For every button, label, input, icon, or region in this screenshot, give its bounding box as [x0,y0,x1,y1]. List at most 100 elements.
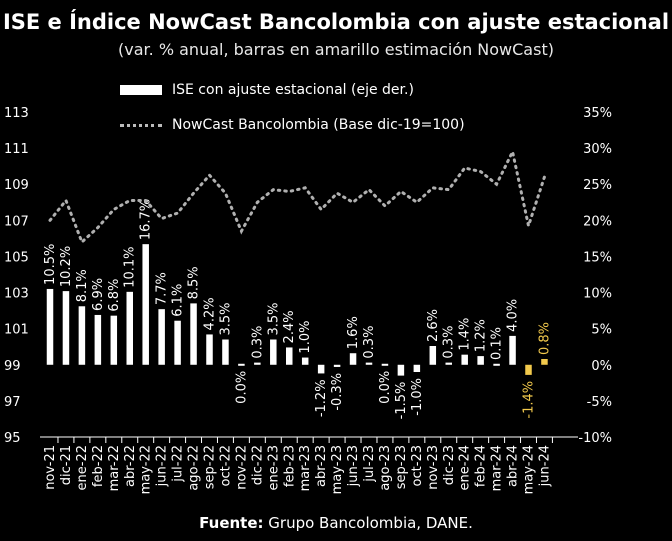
x-axis-tick-label: feb-24 [474,445,489,487]
x-axis-tick-label: feb-22 [91,445,106,487]
bar-data-label: 0.1% [490,327,505,360]
bar-data-label: 7.7% [155,272,170,305]
left-axis-tick-label: 95 [4,431,21,446]
bar-data-label: 2.6% [426,309,441,342]
bar [317,364,325,374]
x-axis-tick-label: dic-22 [250,445,265,485]
x-axis-tick-label: may-23 [330,445,345,494]
bar-data-label: 0.3% [442,326,457,359]
bar [190,303,197,365]
left-axis-tick-label: 105 [4,250,29,265]
bar [493,363,500,366]
bar-data-label: 16.7% [139,199,154,240]
bar [206,334,213,365]
x-axis-tick-label: abr-22 [123,445,138,487]
x-axis-tick-label: dic-21 [59,445,74,485]
bar [381,363,389,366]
x-axis-tick-label: oct-22 [218,445,233,486]
bar [349,353,357,365]
bar-data-label: 6.9% [91,278,106,311]
bar-data-label: 6.8% [107,279,122,312]
bar [126,291,133,365]
chart-title: ISE e Índice NowCast Bancolombia con aju… [2,10,670,34]
x-axis-tick-label: ene-23 [266,445,281,490]
x-axis-tick-label: mar-22 [107,445,122,491]
x-axis-tick-label: jul-23 [362,445,377,483]
left-axis-tick-label: 107 [4,214,29,229]
bar-data-label: 1.6% [346,316,361,349]
x-axis-tick-label: ago-23 [378,445,393,491]
x-axis-tick-label: sep-22 [203,445,218,489]
bar [365,362,373,365]
bar-data-label: 10.2% [59,246,74,287]
right-axis-tick-label: 30% [583,142,612,157]
bar-data-label: 4.0% [506,299,521,332]
x-axis-tick-label: jul-22 [171,445,186,483]
x-axis-tick-label: abr-24 [506,445,521,487]
x-axis-tick-label: nov-22 [234,445,249,490]
bar [461,354,468,365]
x-axis-tick-label: oct-23 [410,445,425,486]
bar-data-label: 2.4% [282,310,297,343]
bar [158,309,165,365]
bar-data-label: 10.5% [43,244,58,285]
bar-data-label: 1.2% [474,319,489,352]
bar [429,346,437,365]
bar-data-label: 0.3% [250,326,265,359]
bar [445,362,452,365]
x-axis-tick-label: dic-23 [442,445,457,485]
bar [238,363,245,366]
bar-data-label: 1.0% [298,321,313,354]
source-label: Fuente: [199,514,264,532]
bar [286,347,293,365]
bar [142,244,149,365]
x-axis-tick-label: abr-23 [314,445,329,487]
legend-swatch-dotted-line [120,123,162,127]
bar [541,359,548,365]
right-axis-tick-label: -10% [578,431,612,446]
nowcast-line [48,147,546,245]
bar-data-label: 0.8% [537,322,552,355]
bar [174,320,181,365]
legend-entry-nowcast: NowCast Bancolombia (Base dic-19=100) [120,117,465,133]
bar [222,339,229,365]
bar-data-label: -1.2% [314,379,329,417]
bar [110,315,118,365]
bar [509,335,516,365]
bar [397,364,405,376]
bar [270,339,277,365]
x-axis-tick-label: ago-22 [187,445,202,491]
x-axis-tick-label: mar-24 [490,445,505,491]
x-axis-tick-label: mar-23 [298,445,313,491]
bar-data-label: 1.4% [458,318,473,351]
chart-subtitle: (var. % anual, barras en amarillo estima… [118,40,554,59]
legend-swatch-bar [120,85,162,95]
bar-data-label: 4.2% [203,297,218,330]
bar [62,291,70,365]
legend-label-nowcast: NowCast Bancolombia (Base dic-19=100) [172,117,465,133]
bar [413,364,421,372]
source-text: Grupo Bancolombia, DANE. [263,514,473,532]
bar-data-label: -1.0% [410,378,425,416]
right-axis-tick-label: 10% [583,287,612,302]
x-axis-tick-label: ene-24 [458,445,473,490]
x-axis-tick-label: nov-21 [43,445,58,490]
x-axis-tick-label: may-24 [522,445,537,494]
right-axis-tick-label: 25% [583,178,612,193]
x-axis-tick-label: ene-22 [75,445,90,490]
right-axis-tick-label: 5% [591,323,612,338]
bar-data-label: 0.0% [234,371,249,404]
bar-data-label: 6.1% [171,284,186,317]
source-note: Fuente: Grupo Bancolombia, DANE. [0,514,672,532]
left-axis-tick-label: 101 [4,323,29,338]
left-axis-tick-label: 113 [4,106,29,121]
bar [46,288,54,365]
bar-data-label: 3.5% [266,302,281,335]
right-axis-tick-label: 20% [583,214,612,229]
bar-data-label: 0.3% [362,326,377,359]
bar-data-label: 3.5% [218,302,233,335]
bar-data-label: -1.4% [522,381,537,419]
bar [301,357,309,365]
